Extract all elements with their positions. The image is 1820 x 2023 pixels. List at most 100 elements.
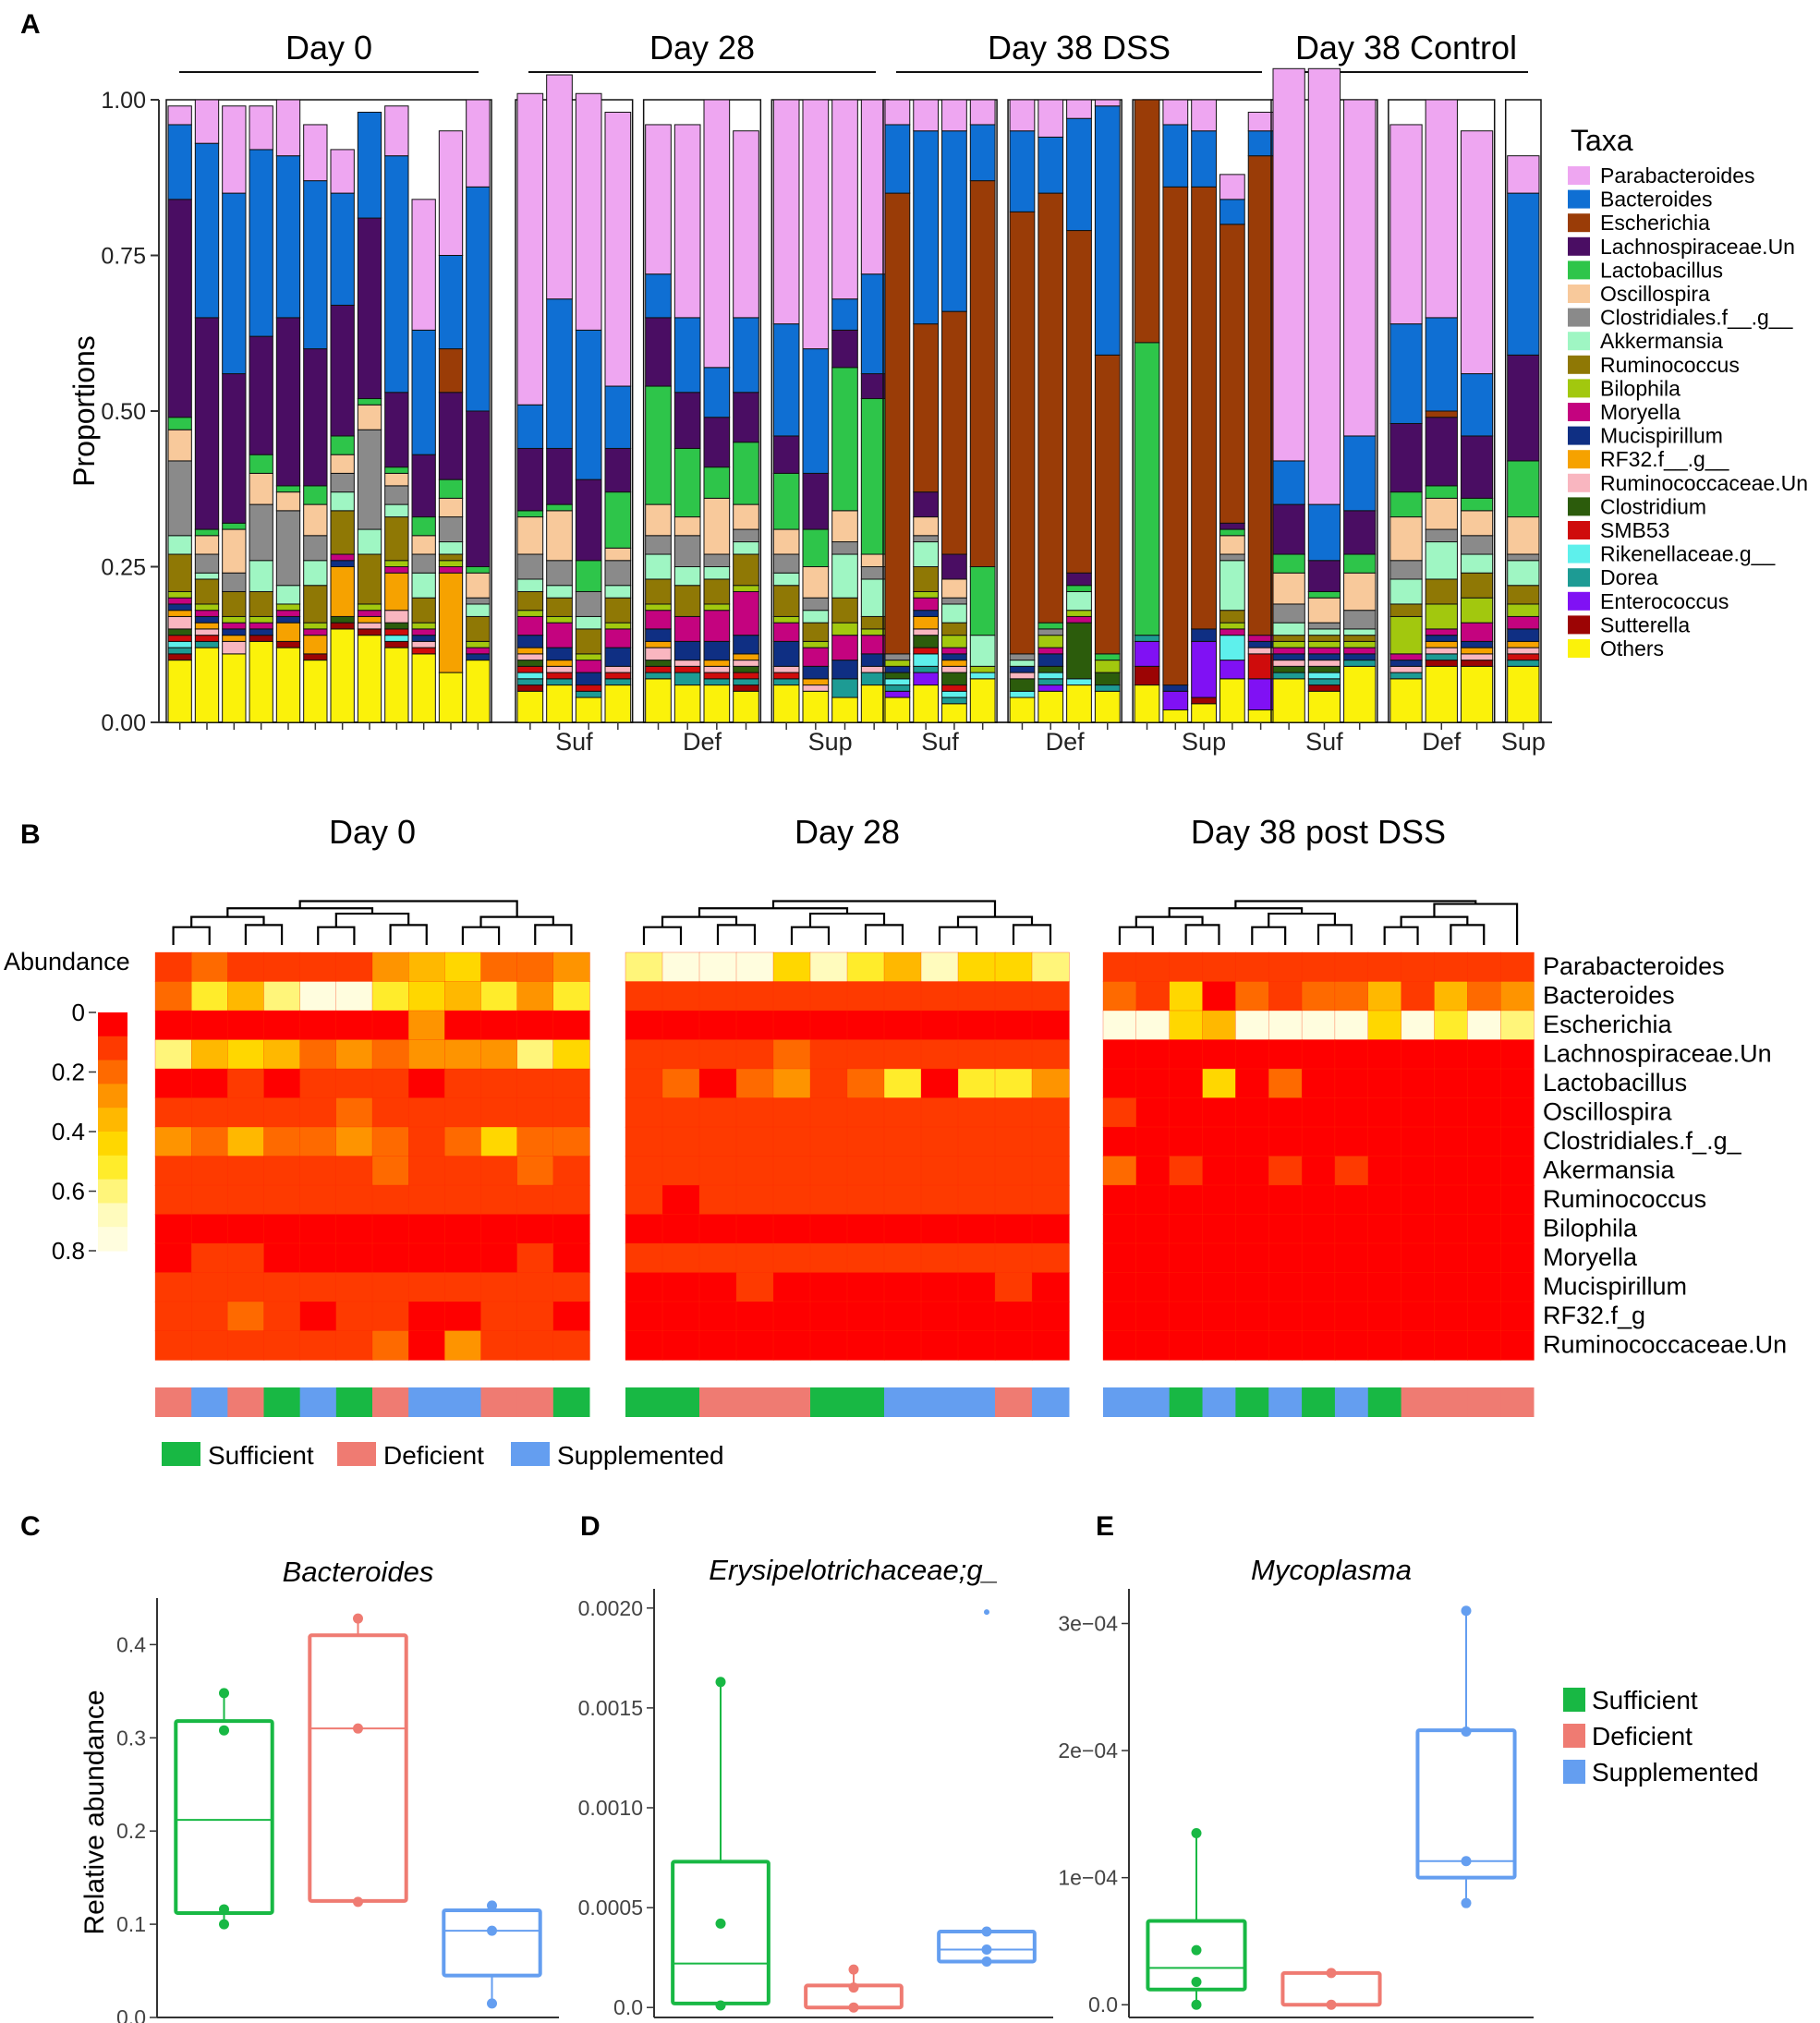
bar-segment-bilophila xyxy=(1507,603,1540,617)
bar-segment-mucispirillum xyxy=(167,603,192,612)
heatmap-cell xyxy=(335,1097,373,1128)
condition-cell-supplemented xyxy=(1334,1387,1369,1417)
legend-swatch xyxy=(1568,332,1590,351)
bar-segment-clostridiales-f-g- xyxy=(1307,622,1341,630)
dendrogram-branch xyxy=(1168,907,1304,917)
heatmap-cell xyxy=(1434,1039,1468,1070)
condition-cell-deficient xyxy=(736,1387,774,1417)
bar-segment-smb53 xyxy=(194,635,220,642)
bar-segment-clostridium xyxy=(733,665,759,673)
bar-segment-lachnospiraceae-un xyxy=(303,348,328,487)
heatmap-cell xyxy=(735,1242,774,1274)
heatmap-cell xyxy=(957,981,996,1012)
bar-segment-lachnospiraceae-un xyxy=(249,335,273,455)
bar-segment-parabacteroides xyxy=(772,99,800,325)
heatmap-cell xyxy=(299,1156,337,1186)
bar-segment-escherichia xyxy=(1247,155,1274,636)
bar-segment-smb53 xyxy=(733,672,759,680)
heatmap-cell xyxy=(846,1184,885,1216)
heatmap-cell xyxy=(335,1214,373,1244)
bar-segment-bacteroides xyxy=(1272,460,1305,505)
bar-segment-smb53 xyxy=(384,628,409,636)
heatmap-cell xyxy=(1500,1126,1535,1157)
bar-segment-others xyxy=(733,690,759,723)
heatmap-cell xyxy=(1301,1126,1336,1157)
heatmap-cell xyxy=(299,1184,337,1216)
condition-legend-swatch xyxy=(162,1442,200,1466)
legend-item-escherichia: Escherichia xyxy=(1600,211,1710,235)
bar-segment-oscillospira xyxy=(384,472,409,487)
bar-segment-bacteroides xyxy=(1389,323,1423,424)
heatmap-cell xyxy=(1235,1068,1269,1099)
dendrogram-branch xyxy=(642,926,683,945)
heatmap-cell xyxy=(1401,1126,1436,1157)
bar-segment-rikenellaceae-g- xyxy=(884,678,911,686)
legend-item-ruminococcus: Ruminococcus xyxy=(1600,353,1740,377)
dendrogram-branch xyxy=(1234,900,1477,909)
heatmap-row-label: Clostridiales.f_.g_ xyxy=(1543,1127,1742,1155)
heatmap-cell xyxy=(516,1156,554,1186)
bar-segment-parabacteroides xyxy=(969,99,996,126)
bar-segment-others xyxy=(1009,697,1036,723)
heatmap-row-label: Lactobacillus xyxy=(1543,1069,1687,1096)
bar-segment-bilophila xyxy=(357,603,382,612)
heatmap-cell xyxy=(772,951,811,983)
heatmap-cell xyxy=(1102,1242,1137,1274)
bar-segment-bacteroides xyxy=(1425,317,1458,412)
bar-segment-rf32-f-g- xyxy=(222,635,247,642)
heatmap-cell xyxy=(1102,1184,1137,1216)
heatmap-cell xyxy=(1467,1156,1501,1186)
bar-segment-smb53 xyxy=(645,665,672,673)
condition-legend-swatch xyxy=(337,1442,376,1466)
bar-segment-oscillospira xyxy=(1343,572,1377,612)
bar-segment-clostridiales-f-g- xyxy=(1219,553,1245,562)
bar-segment-bacteroides xyxy=(516,404,544,449)
bar-segment-ruminococcus xyxy=(1307,635,1341,642)
bar-segment-ruminococcaceae-un xyxy=(1460,653,1494,661)
bar-segment-moryella xyxy=(384,566,409,574)
heatmap-cell xyxy=(299,1272,337,1302)
heatmap-cell xyxy=(994,1214,1033,1244)
heatmap-cell xyxy=(227,1272,265,1302)
heatmap-cell xyxy=(957,1010,996,1041)
legend-item-dorea: Dorea xyxy=(1600,565,1658,589)
bar-segment-moryella xyxy=(1037,647,1064,655)
bar-segment-mucispirillum xyxy=(1460,640,1494,648)
bar-segment-dorea xyxy=(673,672,701,686)
bar-segment-others xyxy=(1389,678,1423,723)
heatmap-cell xyxy=(263,1156,301,1186)
heatmap-cell xyxy=(1102,1068,1137,1099)
bar-segment-mucispirillum xyxy=(466,653,491,661)
bar-segment-enterococcus xyxy=(1247,678,1274,711)
heatmap-cell xyxy=(227,981,265,1012)
bar-segment-parabacteroides xyxy=(384,105,409,157)
bar-segment-clostridium xyxy=(1009,678,1036,692)
heatmap-cell xyxy=(408,981,445,1012)
heatmap-cell xyxy=(1434,1068,1468,1099)
heatmap-cell xyxy=(552,1184,590,1216)
bar-segment-rf32-f-g- xyxy=(167,610,192,617)
bar-segment-lactobacillus xyxy=(411,516,436,537)
legend-swatch xyxy=(1568,450,1590,469)
bar-segment-moryella xyxy=(1507,615,1540,630)
bar-segment-clostridiales-f-g- xyxy=(733,528,759,543)
bar-segment-others xyxy=(1066,684,1092,723)
bar-segment-oscillospira xyxy=(831,510,858,543)
heatmap-cell xyxy=(1135,1039,1171,1070)
bar-segment-mucispirillum xyxy=(1247,640,1274,648)
subgroup-label: Def xyxy=(683,728,722,756)
bar-segment-mucispirillum xyxy=(645,628,672,642)
bar-segment-rikenellaceae-g- xyxy=(1066,678,1092,686)
bar-segment-akkermansia xyxy=(772,572,800,587)
box-supplemented-point xyxy=(487,1900,497,1911)
heatmap-cell xyxy=(552,1301,590,1332)
bar-segment-lachnospiraceae-un xyxy=(575,478,602,562)
heatmap-cell xyxy=(1401,1039,1436,1070)
bar-segment-ruminococcus xyxy=(1507,585,1540,605)
bar-segment-bilophila xyxy=(1389,615,1423,655)
legend-color-step xyxy=(98,1155,127,1181)
bar-segment-bacteroides xyxy=(1162,124,1189,188)
bar-segment-rf32-f-g- xyxy=(913,615,940,630)
bar-segment-oscillospira xyxy=(733,503,759,530)
bar-segment-ruminococcaceae-un xyxy=(194,628,220,636)
